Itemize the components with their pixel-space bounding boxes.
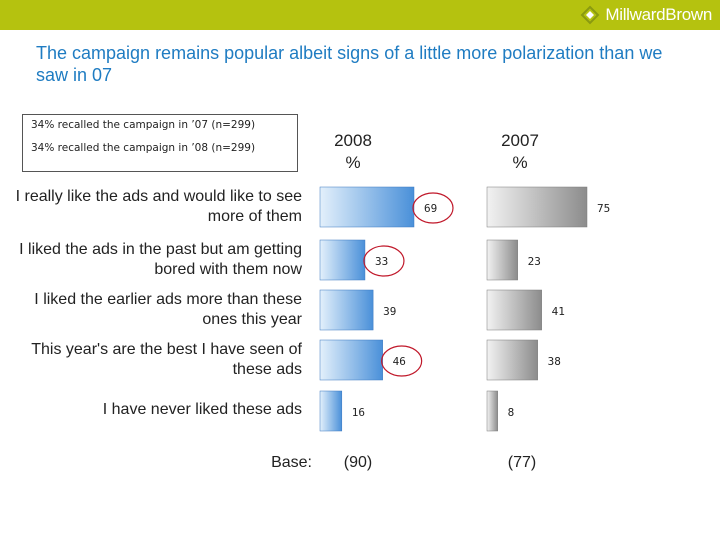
data-label-2007-2: 23 (528, 255, 541, 268)
data-label-2008-4: 46 (393, 355, 406, 368)
column-year-2008: 2008 (334, 131, 372, 150)
column-year-2007: 2007 (501, 131, 539, 150)
header-bar: MillwardBrown (0, 0, 720, 30)
category-label-2: I liked the ads in the past but am getti… (19, 241, 302, 278)
highlight-circle-2008-2 (363, 245, 405, 277)
base-value-2007: (77) (507, 454, 537, 471)
data-label-2008-2: 33 (375, 255, 388, 268)
bar-2007-1 (486, 186, 588, 228)
data-label-2008-1: 69 (424, 202, 437, 215)
highlight-circle-2008-1 (412, 192, 454, 224)
bar-2007-2 (486, 239, 518, 281)
highlight-circle-2008-4 (381, 345, 423, 377)
data-label-2007-3: 41 (552, 305, 565, 318)
data-label-2008-5: 16 (352, 406, 365, 419)
slide-title: The campaign remains popular albeit sign… (36, 43, 663, 85)
bar-2007-5 (486, 390, 498, 432)
base-value-2008: (90) (343, 454, 373, 471)
bar-2008-2 (319, 239, 366, 281)
category-label-5: I have never liked these ads (102, 401, 302, 418)
category-label-1: I really like the ads and would like to … (15, 188, 302, 225)
recall-legend-box: 34% recalled the campaign in ’07 (n=299)… (22, 114, 298, 172)
bar-2007-4 (486, 339, 538, 381)
column-unit-2007: % (512, 153, 528, 172)
bar-2007-3 (486, 289, 542, 331)
bar-2008-1 (319, 186, 415, 228)
millward-brown-logo-icon (580, 5, 600, 25)
bar-2008-4 (319, 339, 383, 381)
data-label-2008-3: 39 (383, 305, 396, 318)
bar-2008-3 (319, 289, 374, 331)
data-label-2007-1: 75 (597, 202, 610, 215)
category-label-4: This year's are the best I have seen of … (31, 341, 302, 378)
base-label: Base: (271, 454, 312, 471)
column-unit-2008: % (345, 153, 361, 172)
column-header-2007: 2007 % (480, 130, 560, 174)
data-label-2007-5: 8 (508, 406, 515, 419)
bar-2008-5 (319, 390, 343, 432)
legend-line-2008: 34% recalled the campaign in ’08 (n=299) (31, 142, 256, 154)
data-label-2007-4: 38 (548, 355, 561, 368)
legend-line-2007: 34% recalled the campaign in ’07 (n=299) (31, 119, 256, 131)
brand-name: MillwardBrown (605, 5, 712, 24)
column-header-2008: 2008 % (313, 130, 393, 174)
brand-logo: MillwardBrown (579, 5, 712, 25)
category-label-3: I liked the earlier ads more than these … (34, 291, 302, 328)
